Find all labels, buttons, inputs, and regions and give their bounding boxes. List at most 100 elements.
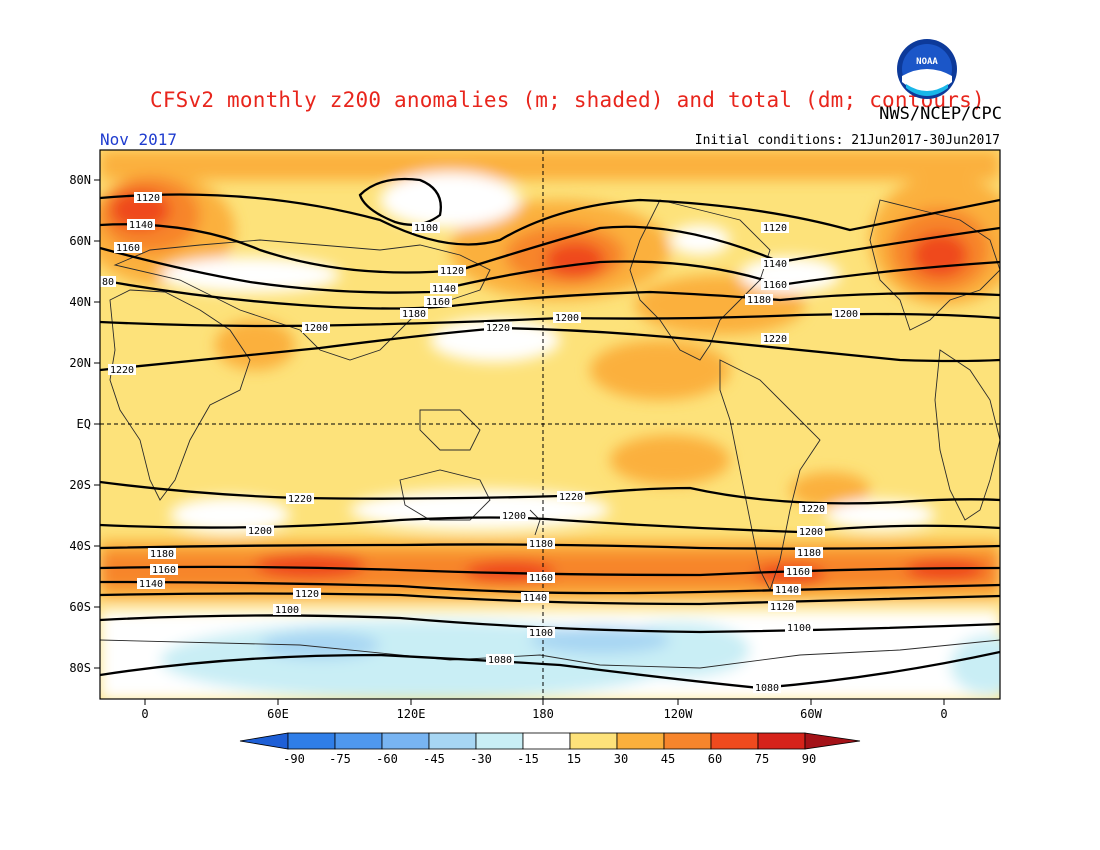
contour-1160-sh — [100, 565, 1000, 577]
map-panel: 1120 1140 1160 80 1100 1120 1140 1160 11… — [100, 150, 1000, 699]
colorbar-cell — [287, 732, 336, 750]
svg-text:1100: 1100 — [414, 223, 438, 234]
contour-label: 1160 — [150, 564, 178, 576]
contour-label: 1120 — [768, 601, 796, 613]
contour-label: 1100 — [273, 604, 301, 616]
svg-text:1140: 1140 — [129, 220, 153, 231]
contour-label: 1200 — [246, 525, 274, 537]
lat-label: EQ — [77, 417, 91, 431]
svg-text:1100: 1100 — [529, 628, 553, 639]
contour-label: 1220 — [557, 491, 585, 503]
contour-label: 1140 — [430, 283, 458, 295]
svg-text:1220: 1220 — [801, 504, 825, 515]
svg-text:NOAA: NOAA — [916, 57, 938, 67]
colorbar — [239, 732, 861, 750]
colorbar-tick: -15 — [517, 752, 539, 766]
svg-text:1120: 1120 — [136, 193, 160, 204]
svg-text:1160: 1160 — [426, 297, 450, 308]
svg-text:1180: 1180 — [797, 548, 821, 559]
svg-text:1160: 1160 — [152, 565, 176, 576]
colorbar-cell — [334, 732, 383, 750]
contour-label: 1180 — [400, 308, 428, 320]
contour-label: 1180 — [148, 548, 176, 560]
svg-text:1160: 1160 — [763, 280, 787, 291]
contour-label: 1200 — [553, 312, 581, 324]
svg-text:1200: 1200 — [304, 323, 328, 334]
initial-conditions: Initial conditions: 21Jun2017-30Jun2017 — [694, 133, 1000, 148]
colorbar-cell — [381, 732, 430, 750]
lat-label: 60S — [69, 600, 91, 614]
colorbar-cell — [522, 732, 571, 750]
contour-label: 1180 — [795, 547, 823, 559]
colorbar-tick: -60 — [376, 752, 398, 766]
svg-text:1220: 1220 — [559, 492, 583, 503]
colorbar-tick: 45 — [661, 752, 675, 766]
contour-label: 1220 — [286, 493, 314, 505]
contour-label: 1220 — [761, 333, 789, 345]
contour-label: 1140 — [521, 592, 549, 604]
svg-text:1180: 1180 — [150, 549, 174, 560]
contour-label: 1180 — [745, 294, 773, 306]
colorbar-cell — [663, 732, 712, 750]
contour-label: 1080 — [753, 682, 781, 694]
svg-text:80: 80 — [102, 277, 114, 288]
svg-text:1140: 1140 — [523, 593, 547, 604]
svg-text:1200: 1200 — [248, 526, 272, 537]
lat-label: 20S — [69, 478, 91, 492]
lat-label: 20N — [69, 356, 91, 370]
contour-label: 1160 — [114, 242, 142, 254]
svg-text:1120: 1120 — [440, 266, 464, 277]
svg-text:1080: 1080 — [755, 683, 779, 694]
colorbar-tick: -30 — [470, 752, 492, 766]
lon-label: 0 — [940, 707, 947, 721]
colorbar-cell — [428, 732, 477, 750]
colorbar-cell — [804, 732, 861, 750]
noaa-logo: NOAA — [897, 39, 957, 99]
svg-text:1220: 1220 — [486, 323, 510, 334]
contour-1140-sh — [100, 580, 1000, 595]
colorbar-cell — [569, 732, 618, 750]
contour-label: 1100 — [527, 627, 555, 639]
contour-label: 1160 — [424, 296, 452, 308]
svg-text:1160: 1160 — [529, 573, 553, 584]
map-frame — [99, 149, 1001, 700]
colorbar-tick: 15 — [567, 752, 581, 766]
contour-1220-sh — [100, 480, 1000, 505]
contour-label: 1160 — [761, 279, 789, 291]
svg-text:1120: 1120 — [770, 602, 794, 613]
contour-label: 1100 — [412, 222, 440, 234]
colorbar-cell — [239, 732, 289, 750]
contour-label: 1120 — [134, 192, 162, 204]
contour-1180-sh — [100, 543, 1000, 550]
chart-title: CFSv2 monthly z200 anomalies (m; shaded)… — [150, 88, 985, 112]
contour-label: 1140 — [773, 584, 801, 596]
svg-text:1180: 1180 — [529, 539, 553, 550]
colorbar-tick: 75 — [755, 752, 769, 766]
lat-label: 60N — [69, 234, 91, 248]
lat-label: 80S — [69, 661, 91, 675]
svg-text:1200: 1200 — [502, 511, 526, 522]
svg-text:1220: 1220 — [288, 494, 312, 505]
contour-1220-nh — [100, 326, 1000, 372]
lat-label: 40N — [69, 295, 91, 309]
contour-label: 1200 — [832, 308, 860, 320]
lon-label: 120E — [397, 707, 426, 721]
colorbar-tick: 90 — [802, 752, 816, 766]
lat-label: 40S — [69, 539, 91, 553]
svg-text:1080: 1080 — [488, 655, 512, 666]
contour-label: 1160 — [527, 572, 555, 584]
svg-text:1140: 1140 — [763, 259, 787, 270]
svg-text:1200: 1200 — [555, 313, 579, 324]
svg-text:1160: 1160 — [786, 567, 810, 578]
contour-label: 1220 — [484, 322, 512, 334]
coastlines — [100, 199, 1000, 669]
contour-1080-sh — [100, 650, 1000, 690]
contour-1200-nh — [100, 312, 1000, 328]
colorbar-tick: 60 — [708, 752, 722, 766]
contour-label: 1220 — [108, 364, 136, 376]
svg-text:1140: 1140 — [139, 579, 163, 590]
lon-label: 180 — [532, 707, 554, 721]
contour-label: 1200 — [500, 510, 528, 522]
colorbar-tick: -75 — [329, 752, 351, 766]
svg-text:1220: 1220 — [110, 365, 134, 376]
